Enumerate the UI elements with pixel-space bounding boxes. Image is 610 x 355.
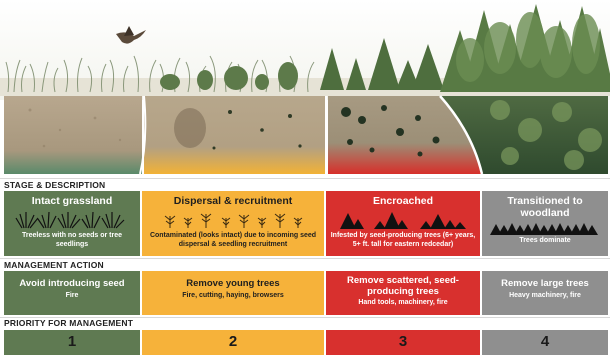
action-title: Remove large trees [501,278,589,289]
stage-description: Contaminated (looks intact) due to incom… [149,232,317,248]
priority-number: 4 [540,333,550,350]
divider [0,317,610,318]
action-title: Remove young trees [186,278,280,289]
priority-number: 3 [398,333,408,350]
priority-number: 1 [67,333,77,350]
section-title-stage: STAGE & DESCRIPTION [4,180,106,190]
stage-description: Infested by seed-producing trees (6+ yea… [330,232,476,248]
stage-title: Encroached [372,195,434,207]
stage-description: Treeless with no seeds or tree seedlings [22,232,122,248]
stage-title: Intact grassland [31,195,113,207]
action-detail: Fire, cutting, haying, browsers [182,292,284,299]
priority-cell-2: 2 [142,330,324,355]
divider [0,178,610,179]
action-title: Remove scattered, seed-producing trees [347,275,459,297]
priority-cell-4: 4 [482,330,608,355]
action-title: Avoid introducing seed [19,278,125,289]
stage-description: Trees dominate [519,237,571,244]
forest-icon [490,223,598,235]
action-detail: Hand tools, machinery, fire [358,299,448,306]
priority-cell-3: 3 [326,330,480,355]
stage-card-1: Intact grassland Treeless with no seeds … [4,191,140,256]
action-detail: Heavy machinery, fire [509,292,581,299]
action-card-1: Avoid introducing seed Fire [4,271,140,315]
stage-card-2: Dispersal & recruitment Contaminated (lo… [142,191,324,256]
tree-cluster-icon [340,212,466,229]
action-card-4: Remove large trees Heavy machinery, fire [482,271,608,315]
section-title-action: MANAGEMENT ACTION [4,260,104,270]
priority-cell-1: 1 [4,330,140,355]
stage-title: Dispersal & recruitment [173,195,293,207]
action-card-3: Remove scattered, seed-producing trees H… [326,271,480,315]
grass-icon [15,211,125,229]
landscape-illustration [0,0,610,175]
stage-card-4: Transitioned to woodland Trees dominate [482,191,608,256]
divider [0,258,610,259]
action-card-2: Remove young trees Fire, cutting, haying… [142,271,324,315]
action-detail: Fire [65,292,79,299]
section-title-priority: PRIORITY FOR MANAGEMENT [4,318,134,328]
stage-title: Transitioned to woodland [507,195,583,219]
priority-number: 2 [228,333,238,350]
stage-card-3: Encroached Infested by seed-producing tr… [326,191,480,256]
bird-icon [116,26,146,44]
seedling-icon [164,213,303,228]
